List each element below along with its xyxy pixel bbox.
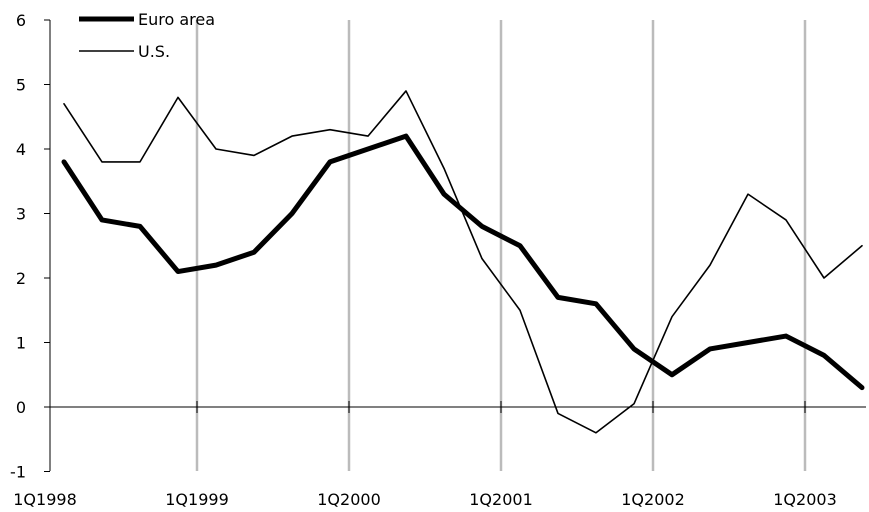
y-tick-label: 6 — [16, 11, 26, 30]
x-tick-label: 1Q2003 — [773, 490, 837, 509]
y-tick-label: 3 — [16, 205, 26, 224]
y-tick-label: 0 — [16, 398, 26, 417]
axes: -1 0 1 2 3 4 5 6 1Q1998 1Q1999 1Q2000 1Q2001 1Q2002 1… — [10, 11, 866, 509]
series-line-u-s — [63, 90, 863, 434]
y-tick-label: 1 — [16, 334, 26, 353]
x-tick-label: 1Q2002 — [621, 490, 685, 509]
gridlines — [195, 20, 807, 471]
y-tick-label: 4 — [16, 140, 26, 159]
x-tick-label: 1Q2001 — [469, 490, 533, 509]
series-line-euro-area — [61, 133, 865, 391]
legend-label-us: U.S. — [138, 42, 170, 61]
legend-label-euro-area: Euro area — [138, 10, 215, 29]
y-tick-label: 5 — [16, 76, 26, 95]
x-tick-label: 1Q1999 — [165, 490, 229, 509]
series-lines — [61, 90, 865, 434]
x-tick-label: 1Q2000 — [317, 490, 381, 509]
y-tick-label: 2 — [16, 269, 26, 288]
x-tick-label: 1Q1998 — [13, 490, 77, 509]
y-tick-label: -1 — [10, 463, 26, 482]
legend: Euro area U.S. — [79, 10, 215, 61]
